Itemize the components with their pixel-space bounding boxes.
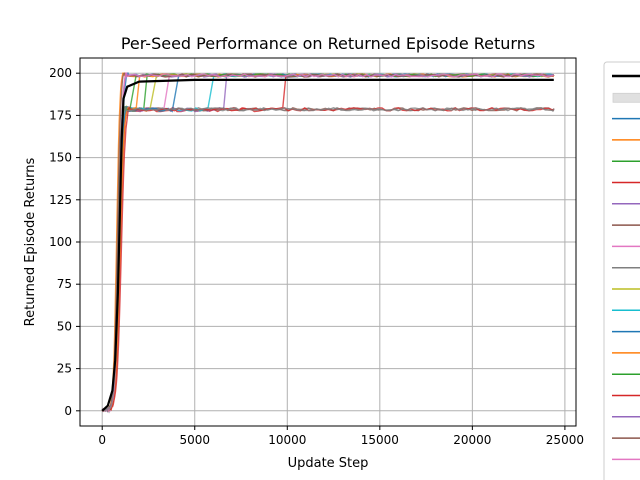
y-tick-label: 50: [57, 319, 72, 333]
x-tick-label: 20000: [453, 433, 491, 447]
y-tick-label: 175: [49, 108, 72, 122]
x-tick-label: 15000: [361, 433, 399, 447]
grid: [80, 58, 576, 426]
series-line: [101, 105, 555, 412]
series-line: [102, 106, 555, 414]
chart-title: Per-Seed Performance on Returned Episode…: [121, 34, 535, 53]
mean-line: [101, 78, 554, 412]
legend-swatch: [612, 92, 640, 103]
legend: [603, 61, 640, 480]
x-tick-label: 10000: [268, 433, 306, 447]
x-axis: 0 5000 10000 15000 20000 25000: [98, 426, 584, 447]
y-tick-label: 75: [57, 277, 72, 291]
y-tick-label: 100: [49, 235, 72, 249]
x-axis-label: Update Step: [288, 456, 369, 471]
y-tick-label: 150: [49, 151, 72, 165]
series-line: [101, 106, 555, 412]
y-tick-label: 125: [49, 193, 72, 207]
series-line: [102, 105, 555, 414]
series-layer: [101, 72, 555, 414]
y-tick-label: 200: [49, 66, 72, 80]
x-tick-label: 5000: [179, 433, 210, 447]
y-axis-label: Returned Episode Returns: [23, 157, 38, 326]
y-axis: 0 25 50 75 100 125 150 175 200: [49, 66, 80, 418]
x-tick-label: 25000: [546, 433, 584, 447]
y-tick-label: 0: [64, 404, 72, 418]
y-tick-label: 25: [57, 362, 72, 376]
legend-box: [603, 61, 640, 480]
x-tick-label: 0: [98, 433, 106, 447]
